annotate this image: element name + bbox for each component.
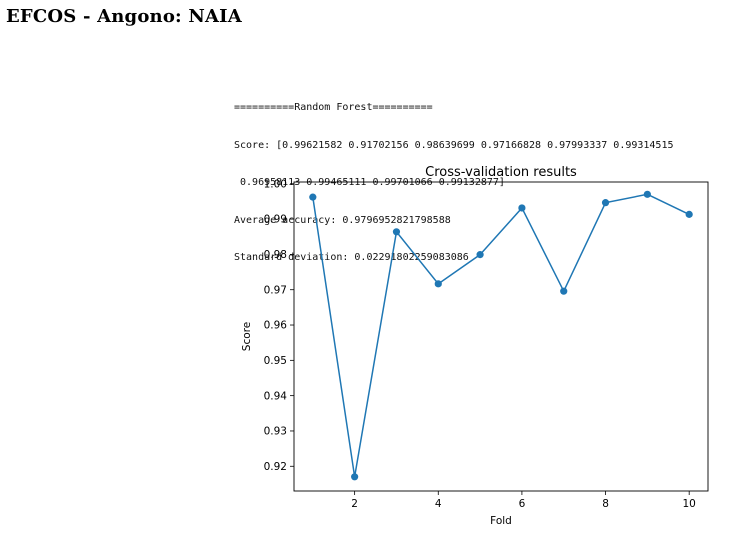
data-point: [434, 280, 442, 288]
y-tick-label: 0.96: [264, 320, 288, 332]
data-point: [351, 473, 359, 481]
y-tick-label: 0.94: [264, 390, 288, 402]
x-tick-label: 6: [519, 498, 526, 510]
console-output: ==========Random Forest========== Score:…: [234, 77, 674, 277]
y-tick-label: 0.99: [264, 214, 287, 226]
plot-area: [293, 181, 709, 492]
y-tick-label: 0.93: [264, 426, 287, 438]
chart-title: Cross-validation results: [425, 165, 577, 180]
y-tick-label: 0.95: [264, 355, 287, 367]
data-point: [476, 251, 484, 259]
y-tick-label: 0.92: [264, 461, 287, 473]
y-tick-label: 1.00: [264, 178, 287, 190]
x-tick-label: 2: [351, 498, 358, 510]
x-axis-label: Fold: [490, 515, 512, 527]
console-line: ==========Random Forest==========: [234, 102, 433, 113]
console-line: Standard deviation: 0.02291802259083086: [234, 252, 469, 263]
console-line: Average accuracy: 0.9796952821798588: [234, 214, 451, 226]
data-point: [392, 228, 401, 236]
data-point: [518, 204, 526, 212]
page-title: EFCOS - Angono: NAIA: [6, 6, 242, 27]
data-point: [601, 199, 610, 207]
x-tick-label: 4: [435, 498, 442, 510]
x-tick-label: 10: [682, 498, 695, 510]
console-line: Score: [0.99621582 0.91702156 0.98639699…: [234, 139, 674, 151]
x-tick-label: 8: [602, 498, 609, 510]
data-point: [560, 287, 568, 295]
y-tick-label: 0.97: [264, 284, 287, 296]
series-line: [312, 193, 690, 477]
y-axis-label: Score: [241, 322, 253, 351]
console-line: 0.96958113 0.99465111 0.99701066 0.99132…: [234, 177, 505, 188]
y-tick-label: 0.98: [264, 249, 287, 261]
data-point: [309, 193, 317, 201]
data-point: [643, 190, 651, 198]
cross-validation-chart: Cross-validation results Fold Score 2 4 6 8…: [241, 165, 709, 527]
data-point: [685, 210, 693, 218]
